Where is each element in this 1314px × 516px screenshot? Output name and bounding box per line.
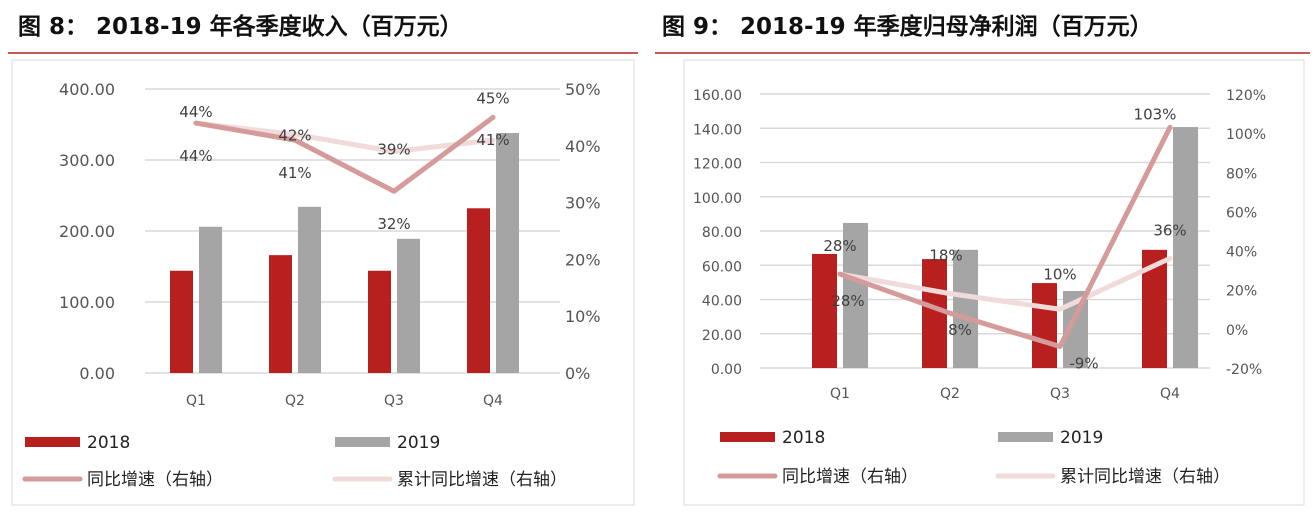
x-tick-label: Q4 (483, 393, 503, 409)
bar-2019 (953, 249, 978, 368)
y2-tick-label: 0% (1226, 323, 1248, 339)
bar-2019 (397, 238, 420, 373)
y-tick-label: 40.00 (702, 294, 742, 310)
data-label: 42% (278, 126, 311, 144)
data-label: 32% (377, 215, 410, 233)
y-tick-label: 300.00 (59, 151, 115, 170)
data-label: 103% (1134, 105, 1177, 123)
y2-tick-label: 20% (1226, 284, 1257, 300)
x-tick-label: Q4 (1160, 386, 1180, 402)
chart-frame (683, 59, 1305, 506)
chart-title: 图 9： 2018-19 年季度归母净利润（百万元） (662, 13, 1153, 40)
y-tick-label: 0.00 (711, 362, 742, 378)
bar-2019 (199, 226, 222, 373)
data-label: 28% (831, 292, 864, 310)
y-tick-label: 20.00 (702, 328, 742, 344)
legend-swatch (998, 432, 1053, 442)
bar-2019 (298, 206, 321, 373)
legend-label: 同比增速（右轴） (782, 467, 918, 487)
bar-2019 (496, 133, 519, 373)
yoy-growth-line (193, 114, 496, 194)
y2-tick-label: -20% (1226, 362, 1262, 378)
y2-tick-label: 10% (565, 307, 601, 326)
bar-2018 (467, 208, 490, 373)
data-label: 45% (476, 89, 509, 107)
yoy-growth-line (837, 124, 1173, 349)
bar-2018 (269, 255, 292, 373)
chart-8: 图 8： 2018-19 年各季度收入（百万元） 0.00 100.00 200.00… (8, 13, 638, 506)
y2-tick-label: 30% (565, 194, 601, 213)
cumulative-growth-line (837, 255, 1173, 312)
legend-label: 累计同比增速（右轴） (1060, 467, 1230, 487)
x-tick-label: Q2 (285, 393, 305, 409)
x-tick-label: Q1 (186, 393, 206, 409)
chart-9: 图 9： 2018-19 年季度归母净利润（百万元） 0.00 20.00 40.00… (655, 13, 1310, 506)
legend-label: 同比增速（右轴） (87, 470, 223, 490)
bar-2018 (922, 259, 947, 368)
y-tick-label: 160.00 (693, 88, 742, 104)
bar-2018 (368, 270, 391, 373)
bar-2018 (812, 253, 837, 368)
x-tick-label: Q2 (940, 386, 960, 402)
data-label: 18% (929, 247, 962, 265)
y-tick-label: 60.00 (702, 259, 742, 275)
y-tick-label: 400.00 (59, 80, 115, 99)
data-label: 41% (476, 131, 509, 149)
data-label: 41% (278, 164, 311, 182)
y2-tick-label: 40% (565, 137, 601, 156)
y-tick-label: 140.00 (693, 122, 742, 138)
data-label: 39% (377, 140, 410, 158)
y-tick-label: 0.00 (79, 364, 115, 383)
y-tick-label: 100.00 (693, 191, 742, 207)
legend-swatch (335, 437, 390, 447)
y2-tick-label: 80% (1226, 166, 1257, 182)
y2-tick-label: 20% (565, 250, 601, 269)
data-label: 10% (1043, 265, 1076, 283)
data-label: 36% (1153, 221, 1186, 239)
data-label: 44% (179, 103, 212, 121)
y2-tick-label: 120% (1226, 88, 1266, 104)
y2-tick-label: 50% (565, 80, 601, 99)
bar-2019 (843, 222, 868, 368)
y2-tick-label: 0% (565, 364, 590, 383)
data-label: 44% (179, 147, 212, 165)
cumulative-growth-line (193, 120, 496, 154)
legend-label: 2018 (782, 428, 825, 448)
bar-2018 (170, 270, 193, 373)
legend-swatch (25, 437, 80, 447)
y-tick-label: 80.00 (702, 225, 742, 241)
x-tick-label: Q3 (1050, 386, 1070, 402)
y2-tick-label: 40% (1226, 245, 1257, 261)
legend-label: 累计同比增速（右轴） (397, 470, 567, 490)
y-tick-label: 200.00 (59, 222, 115, 241)
data-label: 28% (823, 237, 856, 255)
bar-2018 (1032, 283, 1057, 368)
legend-label: 2019 (397, 433, 440, 453)
chart-frame (11, 59, 635, 506)
y2-tick-label: 100% (1226, 127, 1266, 143)
legend-swatch (720, 432, 775, 442)
bar-2019 (1173, 127, 1198, 369)
legend-label: 2019 (1060, 428, 1103, 448)
data-label: 8% (948, 321, 972, 339)
x-tick-label: Q3 (384, 393, 404, 409)
chart-title: 图 8： 2018-19 年各季度收入（百万元） (18, 13, 463, 40)
y-tick-label: 100.00 (59, 293, 115, 312)
x-tick-label: Q1 (830, 386, 850, 402)
y-tick-label: 120.00 (693, 157, 742, 173)
legend-label: 2018 (87, 433, 130, 453)
data-label: -9% (1069, 354, 1098, 372)
y2-tick-label: 60% (1226, 205, 1257, 221)
